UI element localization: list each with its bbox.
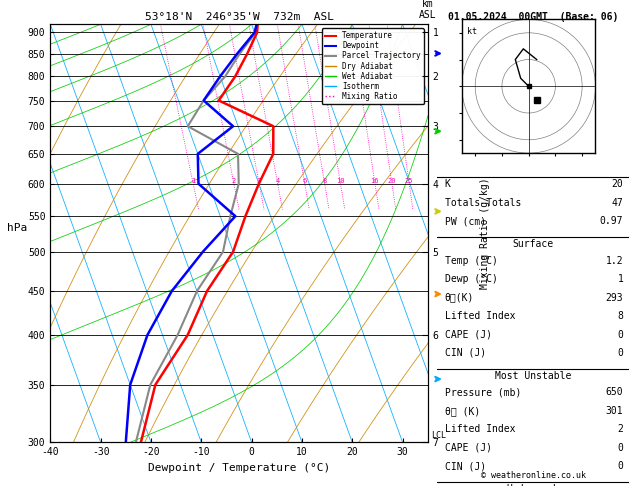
Text: Surface: Surface: [513, 239, 554, 249]
Text: kt: kt: [467, 27, 477, 36]
Text: © weatheronline.co.uk: © weatheronline.co.uk: [481, 471, 586, 480]
X-axis label: Dewpoint / Temperature (°C): Dewpoint / Temperature (°C): [148, 463, 330, 473]
Text: 8: 8: [322, 178, 326, 184]
Text: 0: 0: [618, 330, 623, 340]
Text: 20: 20: [611, 179, 623, 190]
Text: 1: 1: [618, 274, 623, 284]
Text: θᴇ(K): θᴇ(K): [445, 293, 474, 303]
Text: 0: 0: [618, 461, 623, 471]
Text: Pressure (mb): Pressure (mb): [445, 387, 521, 398]
Y-axis label: hPa: hPa: [6, 223, 27, 233]
Text: Dewp (°C): Dewp (°C): [445, 274, 498, 284]
Text: LCL: LCL: [431, 431, 447, 440]
Text: km
ASL: km ASL: [419, 0, 437, 20]
Text: 4: 4: [276, 178, 279, 184]
Text: Lifted Index: Lifted Index: [445, 311, 515, 321]
Text: 8: 8: [618, 311, 623, 321]
Text: Lifted Index: Lifted Index: [445, 424, 515, 434]
Text: PW (cm): PW (cm): [445, 216, 486, 226]
Text: 20: 20: [387, 178, 396, 184]
Text: 2: 2: [618, 424, 623, 434]
Text: 0: 0: [618, 443, 623, 453]
Text: 301: 301: [606, 406, 623, 416]
Text: Hodograph: Hodograph: [506, 484, 560, 486]
Text: 01.05.2024  00GMT  (Base: 06): 01.05.2024 00GMT (Base: 06): [448, 12, 618, 22]
Legend: Temperature, Dewpoint, Parcel Trajectory, Dry Adiabat, Wet Adiabat, Isotherm, Mi: Temperature, Dewpoint, Parcel Trajectory…: [321, 28, 424, 104]
Text: 47: 47: [611, 198, 623, 208]
Text: 0.97: 0.97: [599, 216, 623, 226]
Text: K: K: [445, 179, 451, 190]
Text: CAPE (J): CAPE (J): [445, 443, 492, 453]
Text: 650: 650: [606, 387, 623, 398]
Title: 53°18'N  246°35'W  732m  ASL: 53°18'N 246°35'W 732m ASL: [145, 12, 333, 22]
Text: 6: 6: [303, 178, 306, 184]
Text: 0: 0: [618, 348, 623, 358]
Text: 293: 293: [606, 293, 623, 303]
Text: 25: 25: [404, 178, 413, 184]
Text: 16: 16: [370, 178, 379, 184]
Y-axis label: Mixing Ratio (g/kg): Mixing Ratio (g/kg): [480, 177, 490, 289]
Text: 2: 2: [231, 178, 236, 184]
Text: 10: 10: [336, 178, 345, 184]
Text: Temp (°C): Temp (°C): [445, 256, 498, 266]
Text: CIN (J): CIN (J): [445, 348, 486, 358]
Text: CAPE (J): CAPE (J): [445, 330, 492, 340]
Text: Most Unstable: Most Unstable: [495, 371, 571, 381]
Text: 1: 1: [191, 178, 195, 184]
Text: θᴇ (K): θᴇ (K): [445, 406, 480, 416]
Text: 1.2: 1.2: [606, 256, 623, 266]
Text: CIN (J): CIN (J): [445, 461, 486, 471]
Text: 3: 3: [257, 178, 261, 184]
Text: Totals Totals: Totals Totals: [445, 198, 521, 208]
